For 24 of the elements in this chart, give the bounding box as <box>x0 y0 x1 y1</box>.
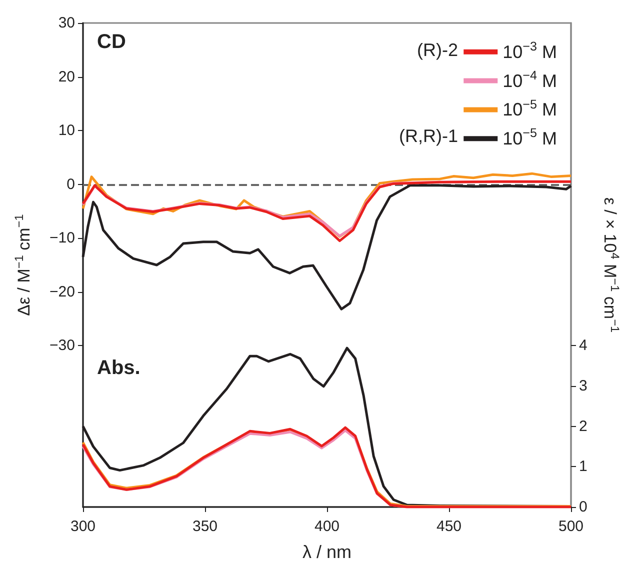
y2-tick-label: 3 <box>579 378 588 394</box>
x-tick-label: 400 <box>314 518 340 535</box>
y2-tick-label: 0 <box>579 498 588 516</box>
x-tick-label: 500 <box>558 518 584 535</box>
y2-tick-label: 4 <box>579 337 588 354</box>
y-tick-label: −30 <box>50 337 75 354</box>
y-tick-label: 30 <box>58 14 75 32</box>
x-axis-title: λ / nm <box>302 542 352 562</box>
annotation: (R,R)-1 <box>399 126 458 146</box>
y2-tick-label: 1 <box>579 458 588 476</box>
annotation: CD <box>97 31 126 53</box>
annotation: (R)-2 <box>417 40 458 60</box>
y2-tick-label: 2 <box>579 418 588 435</box>
y-tick-label: 0 <box>66 176 75 193</box>
y-axis-title: Δε / M−1 cm−1 <box>12 214 34 316</box>
y-tick-label: −20 <box>50 283 75 300</box>
y2-axis-title: ε / × 104 M−1 cm−1 <box>600 197 622 334</box>
annotation: Abs. <box>97 357 140 379</box>
x-tick-label: 300 <box>70 518 96 535</box>
y-tick-label: −10 <box>50 230 75 247</box>
y-tick-label: 20 <box>58 68 75 86</box>
y-tick-label: 10 <box>58 122 75 140</box>
x-tick-label: 450 <box>436 518 462 535</box>
x-tick-label: 350 <box>192 518 218 535</box>
